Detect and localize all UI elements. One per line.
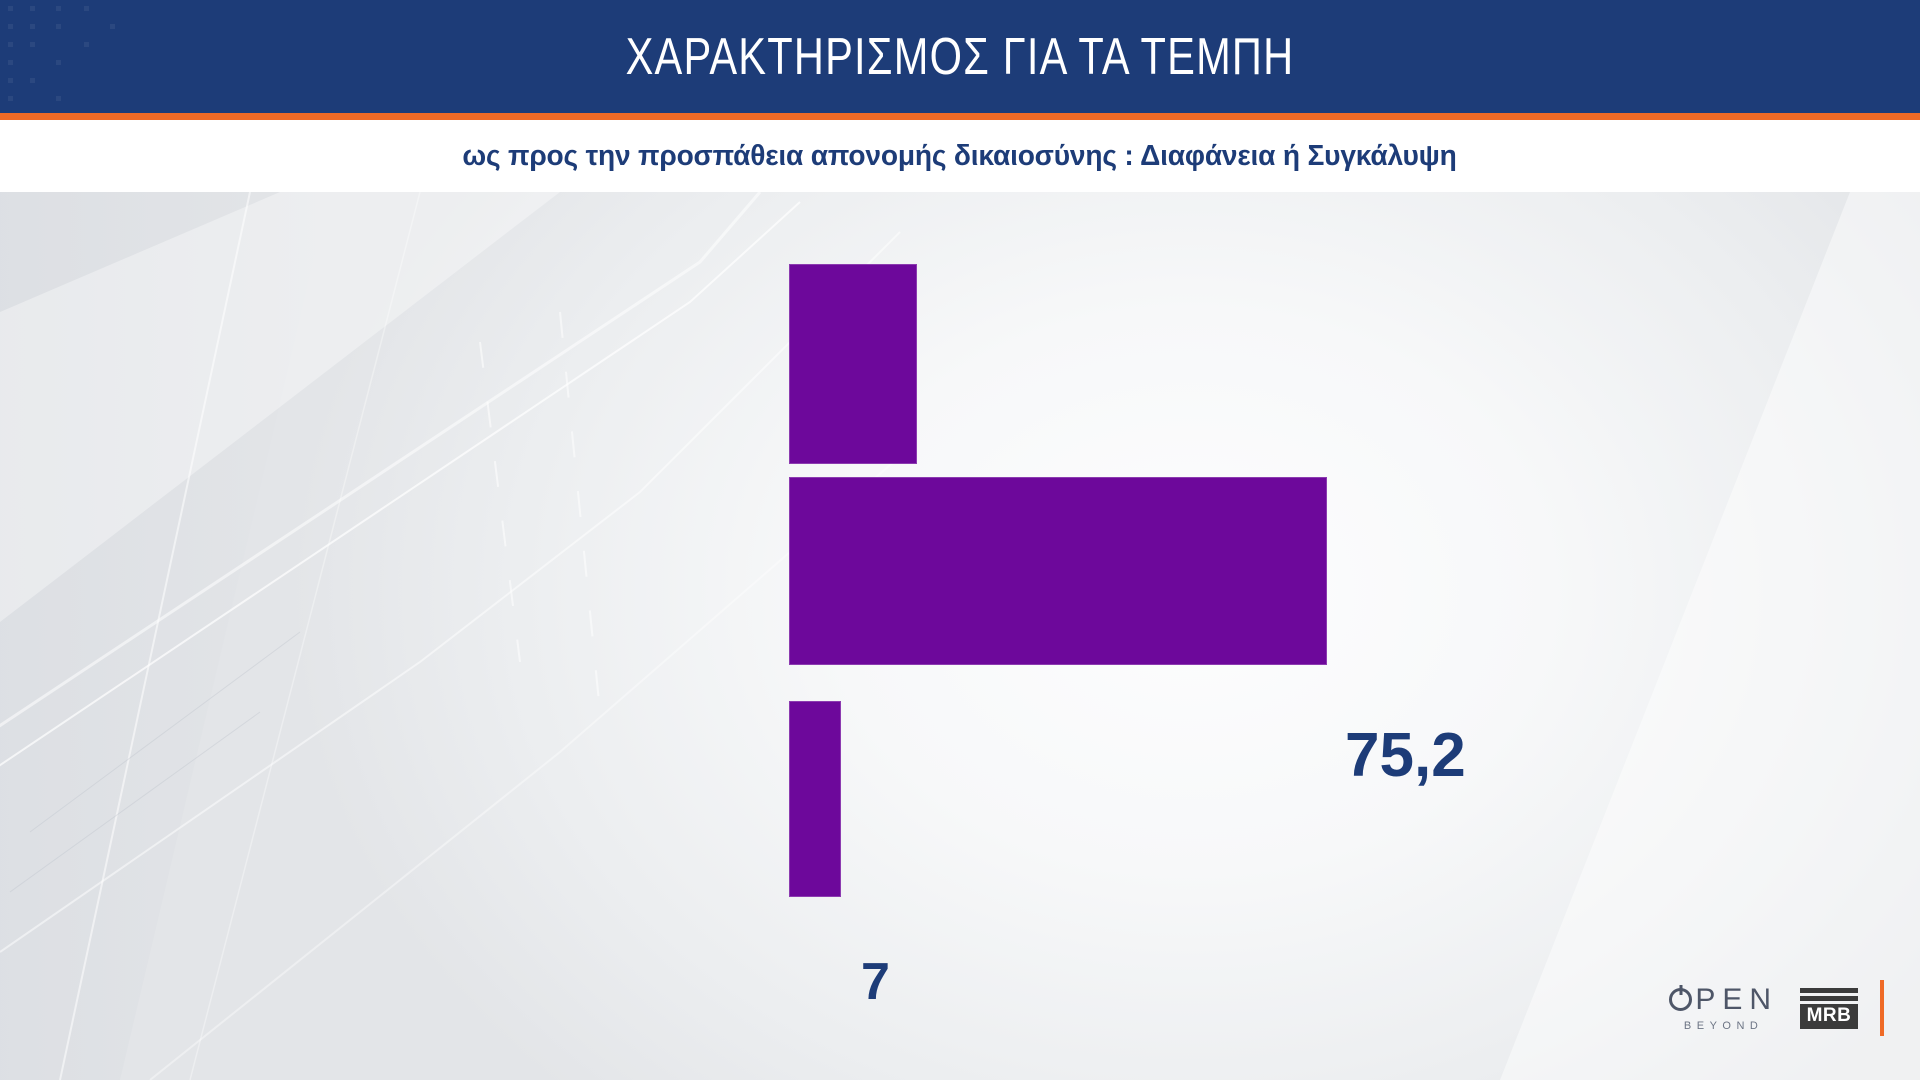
mrb-bars-icon [1800,987,1858,1001]
header-accent-rule [0,113,1920,120]
open-beyond-logo: PEN BEYOND [1669,982,1778,1032]
subtitle-band: ως προς την προσπάθεια απονομής δικαιοσύ… [0,120,1920,192]
bars-container: Διαφάνεια 17,8 Συγκάλυψη 75,2 ΔΞ/ΔΑ 7 [0,192,1920,1080]
page-title: ΧΑΡΑΚΤΗΡΙΣΜΟΣ ΓΙΑ ΤΑ ΤΕΜΠΗ [625,27,1295,86]
bar-2 [789,701,841,897]
open-o-icon [1669,988,1693,1011]
value-label-2: 7 [861,953,890,1011]
header-texture-pattern [8,6,115,101]
header-bar: ΧΑΡΑΚΤΗΡΙΣΜΟΣ ΓΙΑ ΤΑ ΤΕΜΠΗ [0,0,1920,113]
open-wordmark-text: PEN [1695,982,1778,1016]
bar-1 [789,477,1327,665]
mrb-logo: MRB [1800,987,1858,1029]
open-wordmark: PEN [1669,982,1778,1016]
mrb-wordmark: MRB [1800,1003,1858,1029]
beyond-tagline: BEYOND [1683,1019,1764,1032]
bar-0 [789,264,917,464]
value-label-1: 75,2 [1345,721,1466,790]
orange-accent-tick [1880,980,1884,1036]
subtitle-text: ως προς την προσπάθεια απονομής δικαιοσύ… [462,139,1458,172]
footer-logos: PEN BEYOND MRB [1669,980,1884,1036]
chart-area: Διαφάνεια 17,8 Συγκάλυψη 75,2 ΔΞ/ΔΑ 7 [0,192,1920,1080]
